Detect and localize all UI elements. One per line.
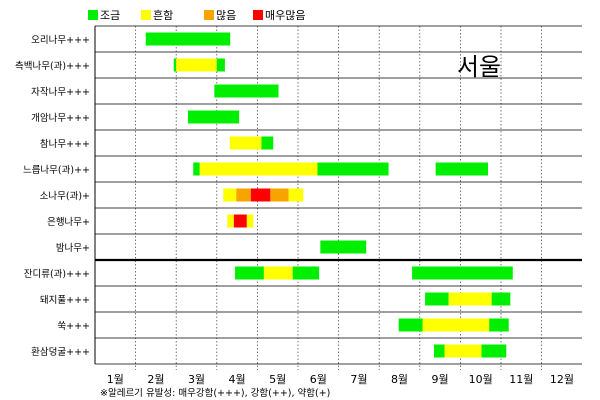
x-tick-label: 3월 (188, 373, 205, 386)
x-tick-label: 10월 (469, 373, 493, 386)
row-label: 쑥+++ (57, 321, 90, 332)
bar-segment-low (214, 84, 279, 98)
bar-segment-common (444, 344, 482, 358)
row-label: 오리나무+++ (31, 35, 90, 46)
x-tick-label: 9월 (432, 373, 449, 386)
x-tick-label: 2월 (147, 373, 164, 386)
row-label: 자작나무+++ (31, 87, 90, 98)
bar-segment-common (263, 266, 293, 280)
x-tick-label: 8월 (391, 373, 408, 386)
bar-segment-common (199, 162, 318, 176)
bars (145, 32, 513, 358)
row-label: 측백나무(과)+++ (15, 61, 90, 72)
row-label: 환삼덩굴+++ (31, 346, 90, 358)
bar-segment-low (193, 162, 200, 176)
bar-segment-low (292, 266, 320, 280)
bar-segment-low (187, 110, 240, 124)
bar-segment-common (176, 58, 217, 72)
row-label: 은행나무+ (47, 216, 90, 228)
x-tick-label: 5월 (269, 373, 286, 386)
bar-segment-low (317, 162, 389, 176)
x-axis-labels: 1월 2월 3월 4월 5월 6월 7월 8월 9월 10월 11월 12월 (107, 373, 574, 386)
footnote: ※알레르기 유발성: 매우강함(+++), 강함(++), 약함(+) (100, 387, 330, 399)
legend-swatch-very_many (253, 10, 263, 20)
row-label: 잔디류(과)+++ (24, 269, 90, 280)
x-tick-label: 7월 (350, 373, 367, 386)
legend-label-very_many: 매우많음 (265, 9, 305, 22)
bar-segment-low (481, 344, 507, 358)
bar-segment-low (235, 266, 264, 280)
x-tick-label: 1월 (107, 373, 124, 386)
row-label: 참나무+++ (40, 139, 90, 150)
bar-segment-low (145, 32, 231, 46)
x-tick-label: 12월 (550, 373, 574, 386)
grid (94, 25, 582, 370)
bar-segment-common (246, 214, 254, 228)
bar-segment-low (434, 344, 445, 358)
bar-segment-common (229, 136, 262, 150)
bar-segment-low (320, 240, 367, 254)
bar-segment-common (227, 214, 234, 228)
bar-segment-low (491, 292, 511, 306)
legend-label-many: 많음 (216, 9, 236, 22)
legend-swatch-common (141, 10, 151, 20)
bar-segment-common (288, 188, 304, 202)
bar-segment-many (270, 188, 289, 202)
row-label: 개암나무+++ (31, 112, 90, 124)
legend: 조금 흔함 많음 매우많음 (88, 9, 305, 22)
row-label: 느릅나무(과)++ (23, 165, 90, 176)
x-tick-label: 4월 (229, 373, 246, 386)
bar-segment-common (422, 318, 490, 332)
bar-segment-low (435, 162, 489, 176)
bar-segment-low (261, 136, 274, 150)
bar-segment-low (173, 58, 177, 72)
bar-segment-low (398, 318, 423, 332)
bar-segment-low (412, 266, 513, 280)
bar-segment-common (223, 188, 237, 202)
x-tick-label: 6월 (310, 373, 327, 386)
bar-segment-common (448, 292, 492, 306)
legend-swatch-many (204, 10, 214, 20)
bar-segment-low (489, 318, 509, 332)
row-labels: 오리나무+++ 측백나무(과)+++ 자작나무+++ 개암나무+++ 참나무+++ 느릅나… (15, 35, 90, 358)
x-tick-label: 11월 (509, 373, 533, 386)
row-label: 소나무(과)+ (40, 191, 90, 202)
legend-label-low: 조금 (100, 9, 120, 22)
bar-segment-very_many (233, 214, 247, 228)
bar-segment-low (425, 292, 449, 306)
bar-segment-very_many (250, 188, 271, 202)
legend-swatch-low (88, 10, 98, 20)
row-label: 밤나무+ (56, 243, 90, 254)
bar-segment-low (216, 58, 225, 72)
bar-segment-many (236, 188, 251, 202)
legend-label-common: 흔함 (153, 9, 173, 22)
row-label: 돼지풀+++ (40, 295, 90, 306)
region-label: 서울 (457, 53, 501, 81)
